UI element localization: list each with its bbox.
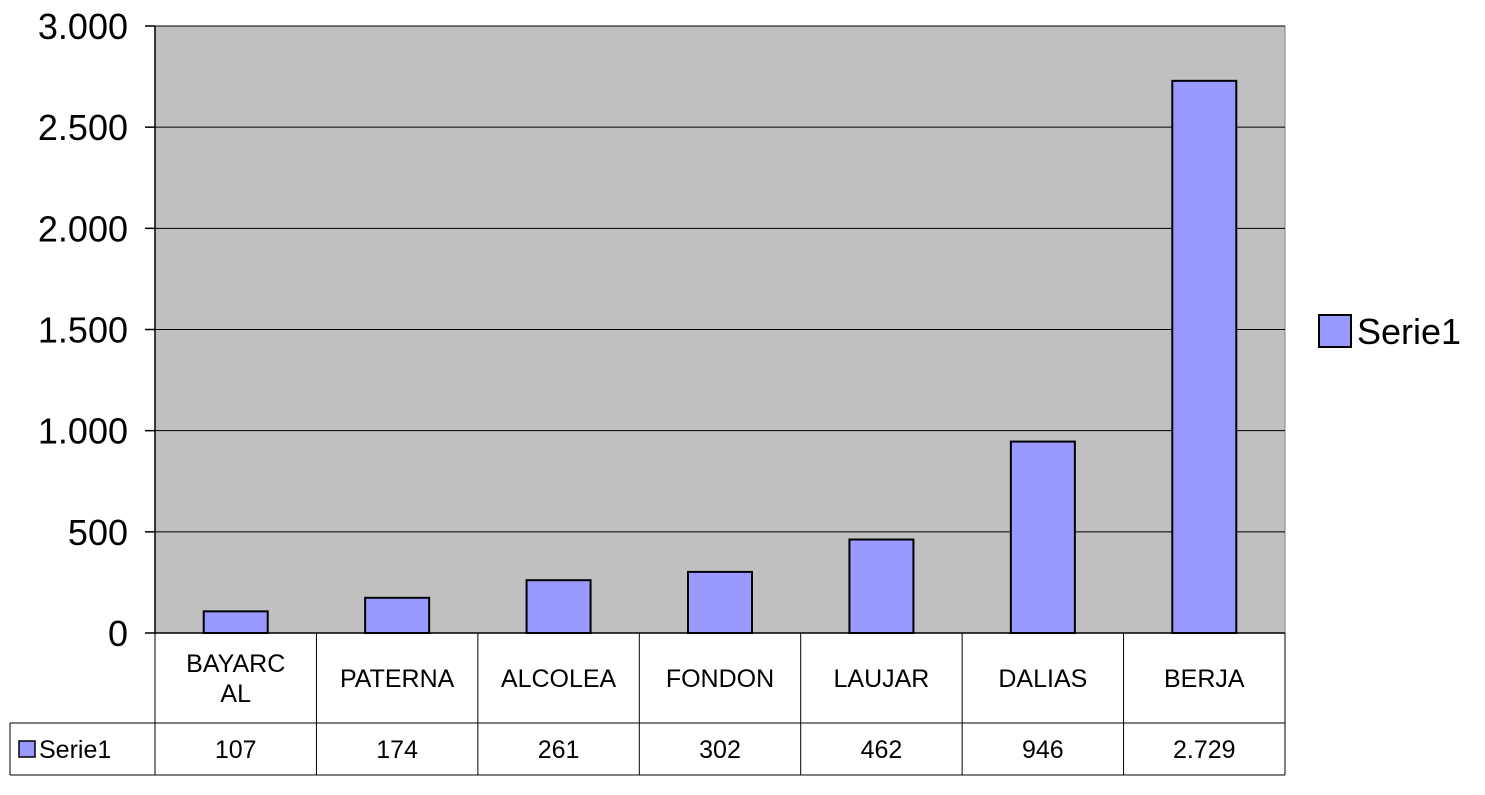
y-tick-label: 500	[68, 512, 128, 553]
value-label: 174	[376, 736, 418, 764]
category-label: AL	[220, 680, 251, 708]
category-label: BAYARC	[186, 650, 285, 678]
y-tick-label: 0	[108, 613, 128, 654]
bar	[848, 538, 915, 634]
category-label: FONDON	[666, 665, 774, 693]
category-label: DALIAS	[998, 665, 1087, 693]
value-label: 107	[215, 736, 257, 764]
y-tick-label: 2.500	[38, 107, 128, 148]
value-label: 261	[538, 736, 580, 764]
bar	[202, 610, 269, 635]
value-label: 302	[699, 736, 741, 764]
category-label: PATERNA	[340, 665, 455, 693]
legend-key	[1318, 314, 1352, 348]
value-label: 2.729	[1173, 736, 1236, 764]
category-label: LAUJAR	[833, 665, 929, 693]
y-tick-label: 1.000	[38, 411, 128, 452]
bar	[364, 596, 431, 635]
bar	[687, 570, 753, 634]
bar	[1171, 79, 1238, 634]
table-series-label: Serie1	[39, 736, 111, 764]
category-label: BERJA	[1164, 665, 1245, 693]
bar	[1009, 440, 1076, 634]
table-legend-key	[18, 740, 36, 758]
value-label: 946	[1022, 736, 1064, 764]
value-label: 462	[861, 736, 903, 764]
y-tick-label: 1.500	[38, 310, 128, 351]
y-tick-label: 3.000	[38, 6, 128, 47]
category-label: ALCOLEA	[501, 665, 617, 693]
bar	[525, 579, 592, 634]
y-tick-label: 2.000	[38, 208, 128, 249]
legend-label: Serie1	[1357, 311, 1461, 352]
